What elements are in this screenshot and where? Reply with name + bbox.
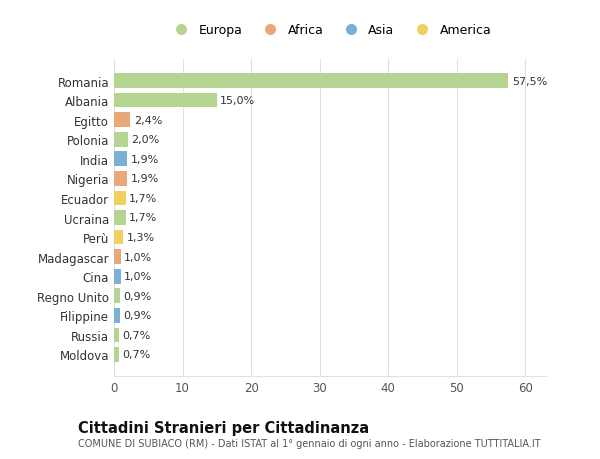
Bar [114,269,121,284]
Text: 1,7%: 1,7% [129,194,157,203]
Text: 2,0%: 2,0% [131,135,160,145]
Bar [114,133,128,147]
Text: 1,9%: 1,9% [130,155,159,164]
Bar [114,328,119,342]
Bar [114,152,127,167]
Bar [114,74,508,89]
Bar [114,289,120,303]
Text: 1,7%: 1,7% [129,213,157,223]
Text: 15,0%: 15,0% [220,96,256,106]
Bar [114,308,120,323]
Text: 1,0%: 1,0% [124,272,152,281]
Text: 1,3%: 1,3% [127,233,154,242]
Bar [114,172,127,186]
Text: 0,7%: 0,7% [122,330,151,340]
Bar [114,347,119,362]
Bar [114,191,125,206]
Text: 0,7%: 0,7% [122,350,151,360]
Text: Cittadini Stranieri per Cittadinanza: Cittadini Stranieri per Cittadinanza [78,420,369,435]
Text: COMUNE DI SUBIACO (RM) - Dati ISTAT al 1° gennaio di ogni anno - Elaborazione TU: COMUNE DI SUBIACO (RM) - Dati ISTAT al 1… [78,438,541,448]
Bar [114,94,217,108]
Bar [114,211,125,225]
Text: 1,0%: 1,0% [124,252,152,262]
Bar [114,230,123,245]
Text: 1,9%: 1,9% [130,174,159,184]
Legend: Europa, Africa, Asia, America: Europa, Africa, Asia, America [166,22,494,39]
Bar [114,113,130,128]
Bar [114,250,121,264]
Text: 57,5%: 57,5% [512,76,547,86]
Text: 0,9%: 0,9% [124,311,152,321]
Text: 0,9%: 0,9% [124,291,152,301]
Text: 2,4%: 2,4% [134,115,162,125]
